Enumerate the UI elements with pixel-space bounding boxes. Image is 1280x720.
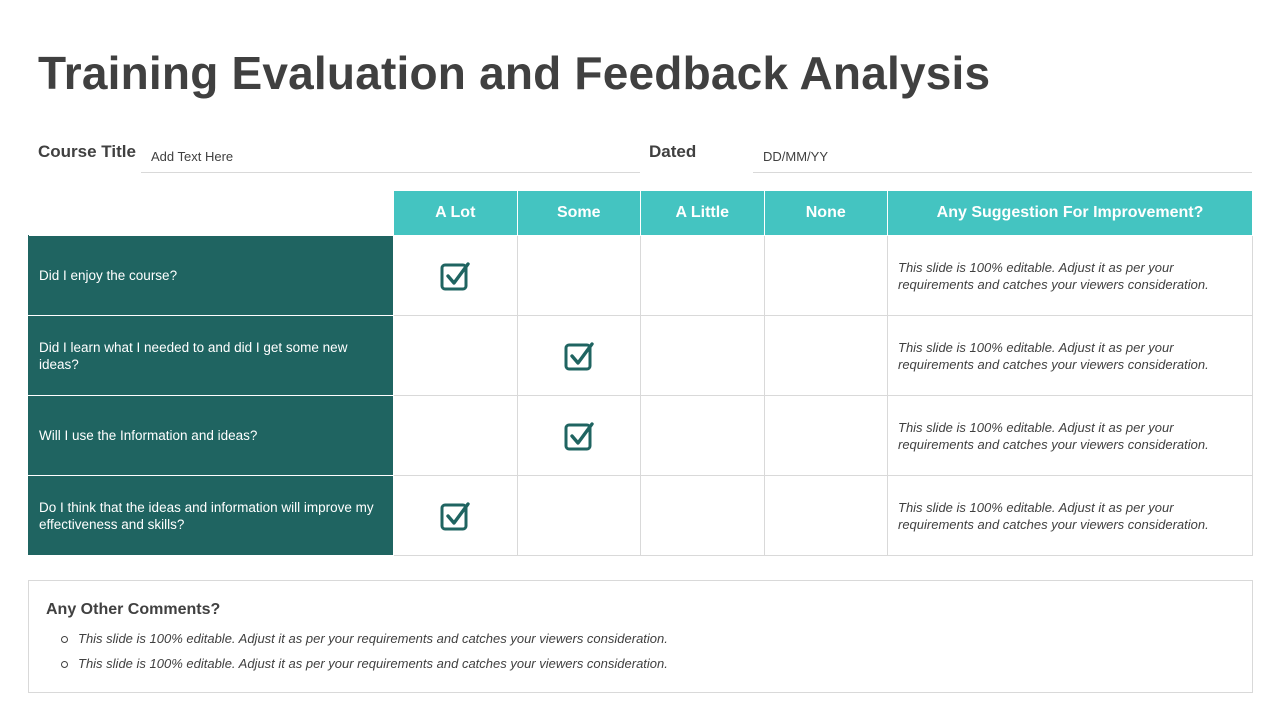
rating-cell-a-lot[interactable] bbox=[393, 475, 518, 556]
column-header-some: Some bbox=[516, 190, 641, 236]
rating-cell-a-little[interactable] bbox=[640, 315, 765, 396]
checkbox-checked-icon[interactable] bbox=[563, 340, 595, 372]
comment-item: This slide is 100% editable. Adjust it a… bbox=[61, 655, 668, 680]
column-header-a-lot: A Lot bbox=[393, 190, 518, 236]
rating-cell-none[interactable] bbox=[763, 315, 888, 396]
circle-bullet-icon bbox=[61, 661, 68, 668]
suggestion-cell: This slide is 100% editable. Adjust it a… bbox=[887, 315, 1253, 396]
evaluation-table: A Lot Some A Little None Any Suggestion … bbox=[28, 190, 1253, 556]
rating-cell-some[interactable] bbox=[516, 315, 641, 396]
dated-input[interactable] bbox=[753, 144, 1252, 173]
comment-text: This slide is 100% editable. Adjust it a… bbox=[78, 656, 668, 671]
comments-title: Any Other Comments? bbox=[46, 601, 221, 618]
rating-cell-a-little[interactable] bbox=[640, 395, 765, 476]
header-spacer bbox=[29, 191, 394, 236]
question-cell: Will I use the Information and ideas? bbox=[28, 395, 394, 476]
column-header-none: None bbox=[763, 190, 888, 236]
rating-cell-none[interactable] bbox=[763, 395, 888, 476]
rating-cell-some[interactable] bbox=[516, 235, 641, 316]
rating-cell-some[interactable] bbox=[516, 475, 641, 556]
checkbox-checked-icon[interactable] bbox=[439, 500, 471, 532]
rating-cell-a-lot[interactable] bbox=[393, 315, 518, 396]
course-title-input[interactable] bbox=[141, 144, 640, 173]
table-row: Do I think that the ideas and informatio… bbox=[28, 475, 1253, 556]
rating-cell-some[interactable] bbox=[516, 395, 641, 476]
rating-cell-none[interactable] bbox=[763, 475, 888, 556]
dated-label: Dated bbox=[649, 142, 697, 161]
checkbox-checked-icon[interactable] bbox=[563, 420, 595, 452]
comment-item: This slide is 100% editable. Adjust it a… bbox=[61, 630, 668, 655]
table-row: Did I learn what I needed to and did I g… bbox=[28, 315, 1253, 396]
column-header-suggestion: Any Suggestion For Improvement? bbox=[887, 190, 1253, 236]
comments-list: This slide is 100% editable. Adjust it a… bbox=[61, 630, 668, 680]
column-header-a-little: A Little bbox=[640, 190, 765, 236]
checkbox-checked-icon[interactable] bbox=[439, 260, 471, 292]
table-header-row: A Lot Some A Little None Any Suggestion … bbox=[29, 190, 1253, 236]
question-cell: Do I think that the ideas and informatio… bbox=[28, 475, 394, 556]
rating-cell-none[interactable] bbox=[763, 235, 888, 316]
question-cell: Did I learn what I needed to and did I g… bbox=[28, 315, 394, 396]
table-row: Did I enjoy the course? This slide is 100… bbox=[28, 235, 1253, 316]
table-row: Will I use the Information and ideas? Thi… bbox=[28, 395, 1253, 476]
comment-text: This slide is 100% editable. Adjust it a… bbox=[78, 631, 668, 646]
circle-bullet-icon bbox=[61, 636, 68, 643]
page-title: Training Evaluation and Feedback Analysi… bbox=[38, 47, 991, 99]
comments-box: Any Other Comments? This slide is 100% e… bbox=[28, 580, 1253, 693]
question-cell: Did I enjoy the course? bbox=[28, 235, 394, 316]
course-title-label: Course Title bbox=[38, 142, 136, 161]
rating-cell-a-little[interactable] bbox=[640, 235, 765, 316]
rating-cell-a-lot[interactable] bbox=[393, 395, 518, 476]
suggestion-cell: This slide is 100% editable. Adjust it a… bbox=[887, 395, 1253, 476]
suggestion-cell: This slide is 100% editable. Adjust it a… bbox=[887, 235, 1253, 316]
rating-cell-a-little[interactable] bbox=[640, 475, 765, 556]
suggestion-cell: This slide is 100% editable. Adjust it a… bbox=[887, 475, 1253, 556]
rating-cell-a-lot[interactable] bbox=[393, 235, 518, 316]
